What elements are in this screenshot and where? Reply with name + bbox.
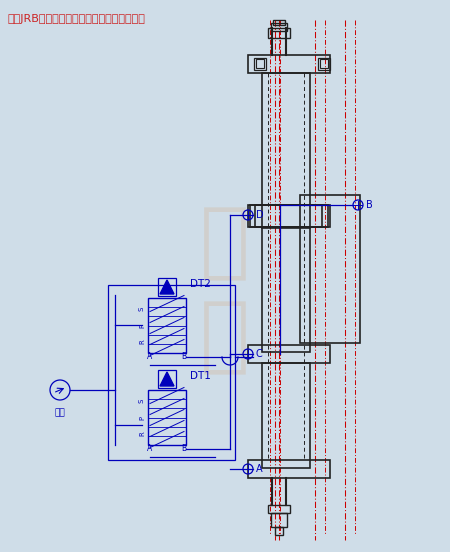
Bar [271,23,287,31]
Bar [248,55,330,73]
Text: D: D [256,210,264,220]
Text: C: C [256,349,263,359]
Text: B: B [181,444,187,453]
Text: S: S [139,399,145,403]
Bar [148,298,186,353]
Bar [158,370,176,388]
Bar [256,59,264,68]
Text: A: A [148,352,153,361]
Bar [108,285,235,460]
Bar [248,205,330,227]
Text: R: R [139,432,145,437]
Bar [268,505,290,513]
Text: S: S [139,307,145,311]
Bar [262,363,310,468]
Text: P: P [139,323,145,327]
Text: P: P [139,416,145,420]
Bar [250,205,328,227]
Bar [148,390,186,445]
Bar [275,527,283,535]
Text: R: R [139,339,145,344]
Bar [273,20,285,25]
Bar [318,58,330,70]
Text: B: B [366,200,373,210]
Bar [268,28,290,38]
Text: DT2: DT2 [190,279,211,289]
Bar [300,195,360,343]
Bar [255,205,322,227]
Bar [254,58,266,70]
Text: A: A [256,464,263,474]
Bar [320,59,328,68]
Bar [262,73,310,228]
Bar [248,460,330,478]
Text: A: A [148,444,153,453]
Bar [158,278,176,296]
Text: 玖容JRB力行程可调型气液增压缸气路连接图: 玖容JRB力行程可调型气液增压缸气路连接图 [8,14,146,24]
Text: B: B [181,352,187,361]
Polygon shape [160,372,174,386]
Bar [248,345,330,363]
Text: DT1: DT1 [190,371,211,381]
Text: 气源: 气源 [54,408,65,417]
Bar [271,513,287,527]
Bar [262,227,310,352]
Text: 玖
容: 玖 容 [200,203,250,378]
Polygon shape [160,280,174,294]
